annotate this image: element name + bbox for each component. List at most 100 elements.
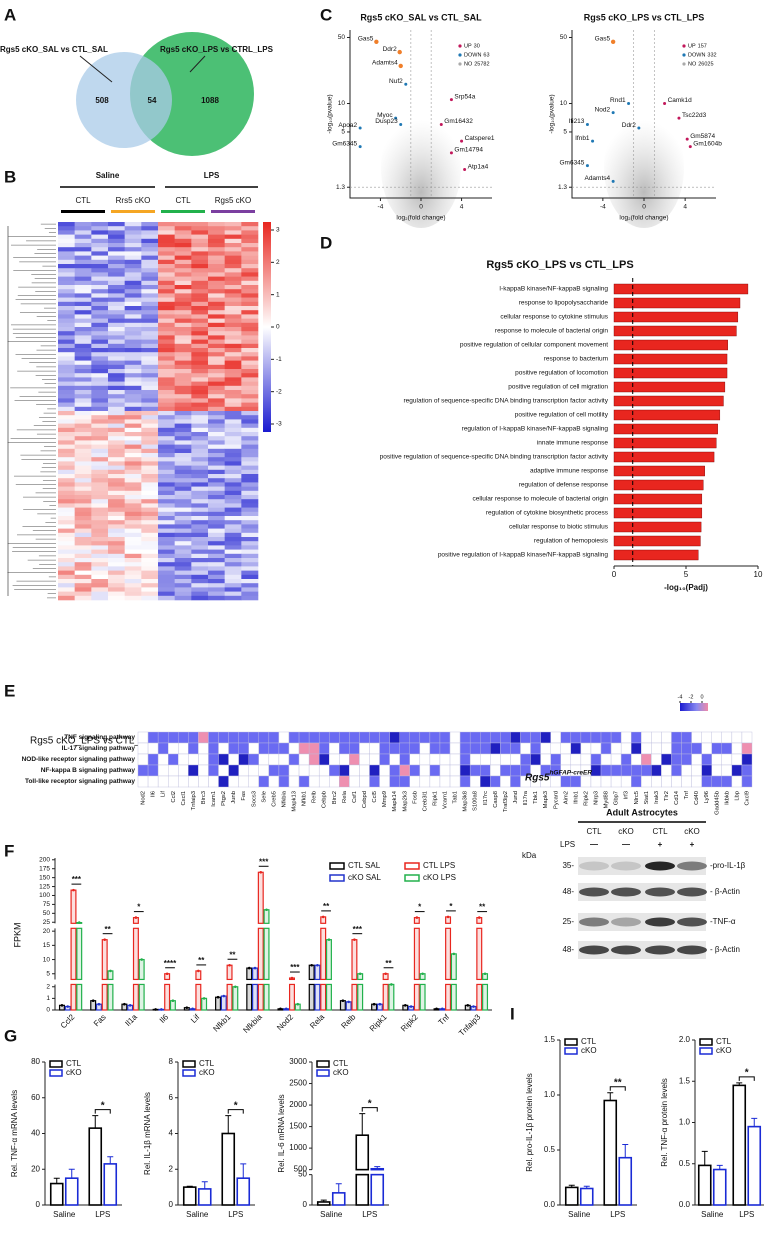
- pathway-cell: [449, 731, 461, 744]
- heatmap-cell: [208, 465, 225, 471]
- heatmap-cell: [74, 486, 92, 492]
- panel-label: A: [4, 5, 16, 24]
- heatmap-cell: [224, 297, 242, 303]
- heatmap-cell: [174, 385, 192, 391]
- heatmap-cell: [108, 532, 125, 538]
- heatmap-cell: [141, 343, 159, 349]
- heatmap-cell: [158, 528, 175, 534]
- heatmap-cell: [224, 423, 242, 429]
- heatmap-cell: [191, 432, 209, 437]
- heatmap-cell: [241, 453, 259, 458]
- pathway-cell: [409, 753, 421, 766]
- heatmap-cell: [124, 427, 142, 433]
- bar-cap: [358, 972, 362, 976]
- heatmap-cell: [224, 440, 242, 445]
- pathway-cell: [419, 775, 431, 788]
- pathway-label: NF-kappa B signaling pathway: [41, 767, 136, 774]
- heatmap-cell: [174, 415, 192, 420]
- heatmap-cell: [174, 310, 192, 315]
- gene-label: Myd88: [604, 791, 610, 808]
- pathway-cell: [409, 764, 421, 777]
- gene-label: Birc2: [332, 791, 338, 804]
- heatmap-cell: [174, 465, 192, 471]
- heatmap-cell: [191, 591, 209, 597]
- band-label: - β-Actin: [710, 887, 740, 896]
- panel-label: I: [510, 1004, 515, 1023]
- bar: [138, 983, 145, 1011]
- heatmap-cell: [108, 293, 125, 298]
- heatmap-cell: [124, 440, 142, 445]
- heatmap-cell: [108, 243, 125, 248]
- heatmap-cell: [191, 322, 209, 328]
- heatmap-cell: [74, 423, 92, 429]
- heatmap-cell: [191, 545, 209, 550]
- pathway-cell: [560, 731, 572, 744]
- heatmap-cell: [141, 394, 159, 399]
- category-label: regulation of hemopoiesis: [534, 538, 609, 545]
- pathway-cell: [167, 775, 179, 788]
- heatmap-cell: [58, 570, 75, 576]
- gene-label: Gadd45b: [714, 791, 720, 815]
- gene-label: Aim2: [563, 791, 569, 804]
- heatmap-cell: [174, 289, 192, 294]
- gene-label: Creb3l1: [422, 791, 428, 811]
- heatmap-cell: [108, 415, 125, 420]
- heatmap-cell: [174, 293, 192, 298]
- heatmap-cell: [174, 595, 192, 601]
- heatmap-cell: [224, 574, 242, 580]
- bar: [90, 1000, 97, 1011]
- heatmap-cell: [91, 331, 109, 336]
- heatmap-cell: [74, 251, 92, 256]
- heatmap-cell: [208, 222, 225, 227]
- heatmap-cell: [191, 348, 209, 353]
- pathway-cell: [721, 742, 733, 755]
- bar-cap: [347, 1000, 350, 1004]
- bar-cap: [279, 1007, 282, 1011]
- heatmap-cell: [158, 587, 175, 592]
- legend-name: UP: [464, 43, 472, 49]
- colorbar-label: -2: [276, 388, 282, 395]
- heatmap-cell: [141, 448, 159, 454]
- heatmap-cell: [191, 369, 209, 374]
- heatmap-cell: [74, 301, 92, 307]
- pathway-cell: [590, 742, 602, 755]
- heatmap-cell: [208, 348, 225, 353]
- bar: [579, 1187, 594, 1206]
- venn-count: 508: [95, 96, 109, 105]
- pathway-cell: [329, 764, 340, 777]
- heatmap-cell: [158, 259, 175, 265]
- gene-label: Fas: [241, 791, 247, 801]
- heatmap-cell: [91, 537, 109, 542]
- y-tick-label: 1000: [289, 1143, 307, 1152]
- heatmap-cell: [174, 524, 192, 529]
- heatmap-cell: [58, 427, 75, 433]
- gene-label: Pycard: [553, 791, 559, 809]
- pathway-cell: [429, 764, 441, 777]
- heatmap-cell: [174, 461, 192, 466]
- heatmap-cell: [74, 528, 92, 534]
- heatmap-cell: [191, 238, 209, 244]
- heatmap-cell: [141, 503, 159, 508]
- heatmap-cell: [108, 398, 125, 403]
- colorbar-label: 1: [276, 291, 280, 298]
- bar: [70, 927, 77, 981]
- heatmap-cell: [58, 583, 75, 588]
- heatmap-cell: [241, 516, 259, 521]
- heatmap-cell: [208, 272, 225, 277]
- legend-label: cKO: [581, 1046, 597, 1055]
- heatmap-cell: [158, 423, 175, 429]
- error-bar: [201, 1181, 208, 1189]
- heatmap-cell: [108, 272, 125, 277]
- heatmap-cell: [224, 553, 242, 559]
- bar: [70, 983, 77, 1011]
- heatmap-cell: [124, 247, 142, 252]
- heatmap-cell: [124, 259, 142, 265]
- heatmap-cell: [241, 272, 259, 277]
- heatmap-cell: [208, 322, 225, 328]
- bar-cap: [390, 983, 393, 986]
- heatmap-cell: [158, 545, 175, 550]
- bar: [195, 983, 202, 1011]
- bar: [320, 983, 327, 1011]
- heatmap-cell: [141, 411, 159, 416]
- heatmap-cell: [141, 285, 159, 290]
